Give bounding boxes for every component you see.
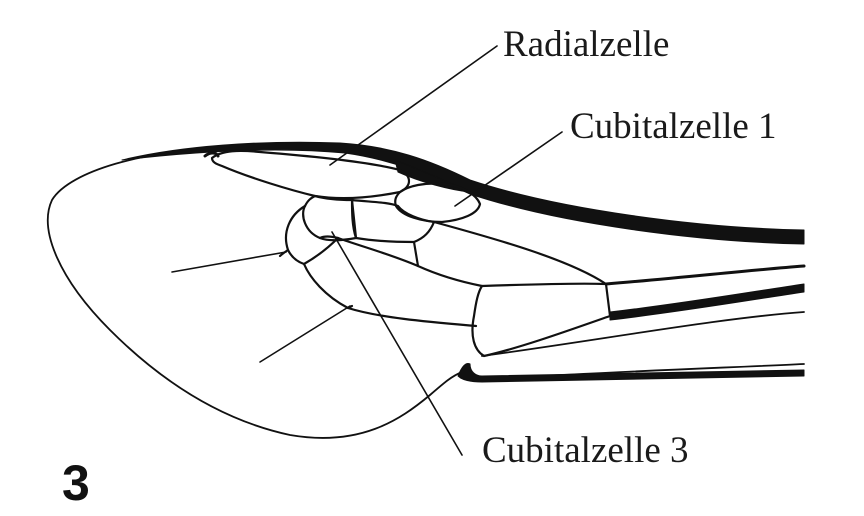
leader-cubital-1 <box>454 131 563 207</box>
jugal-hook <box>457 363 805 383</box>
label-radialzelle: Radialzelle <box>503 24 669 65</box>
figure-number: 3 <box>62 455 90 511</box>
vein-to-tip <box>432 220 608 286</box>
right-vein-1 <box>604 264 806 286</box>
leader-radial <box>329 45 498 166</box>
wing-outline <box>47 149 463 439</box>
vein-414-266 <box>412 240 420 268</box>
discoidal-cell <box>471 282 612 358</box>
leader-basal <box>171 251 287 273</box>
right-vein-2 <box>609 283 805 321</box>
lower-margin <box>481 311 805 357</box>
label-cubitalzelle-1: Cubitalzelle 1 <box>570 106 777 147</box>
cubital-cell-3 <box>302 194 358 242</box>
basal-cell <box>284 204 340 266</box>
basal-branch <box>278 248 290 258</box>
label-cubitalzelle-3: Cubitalzelle 3 <box>482 430 689 471</box>
lower-cell-a <box>302 262 478 328</box>
leader-cubital-3 <box>331 231 463 456</box>
leader-lower <box>259 305 351 363</box>
costal-vein <box>121 141 805 245</box>
basal-hook <box>203 151 220 158</box>
